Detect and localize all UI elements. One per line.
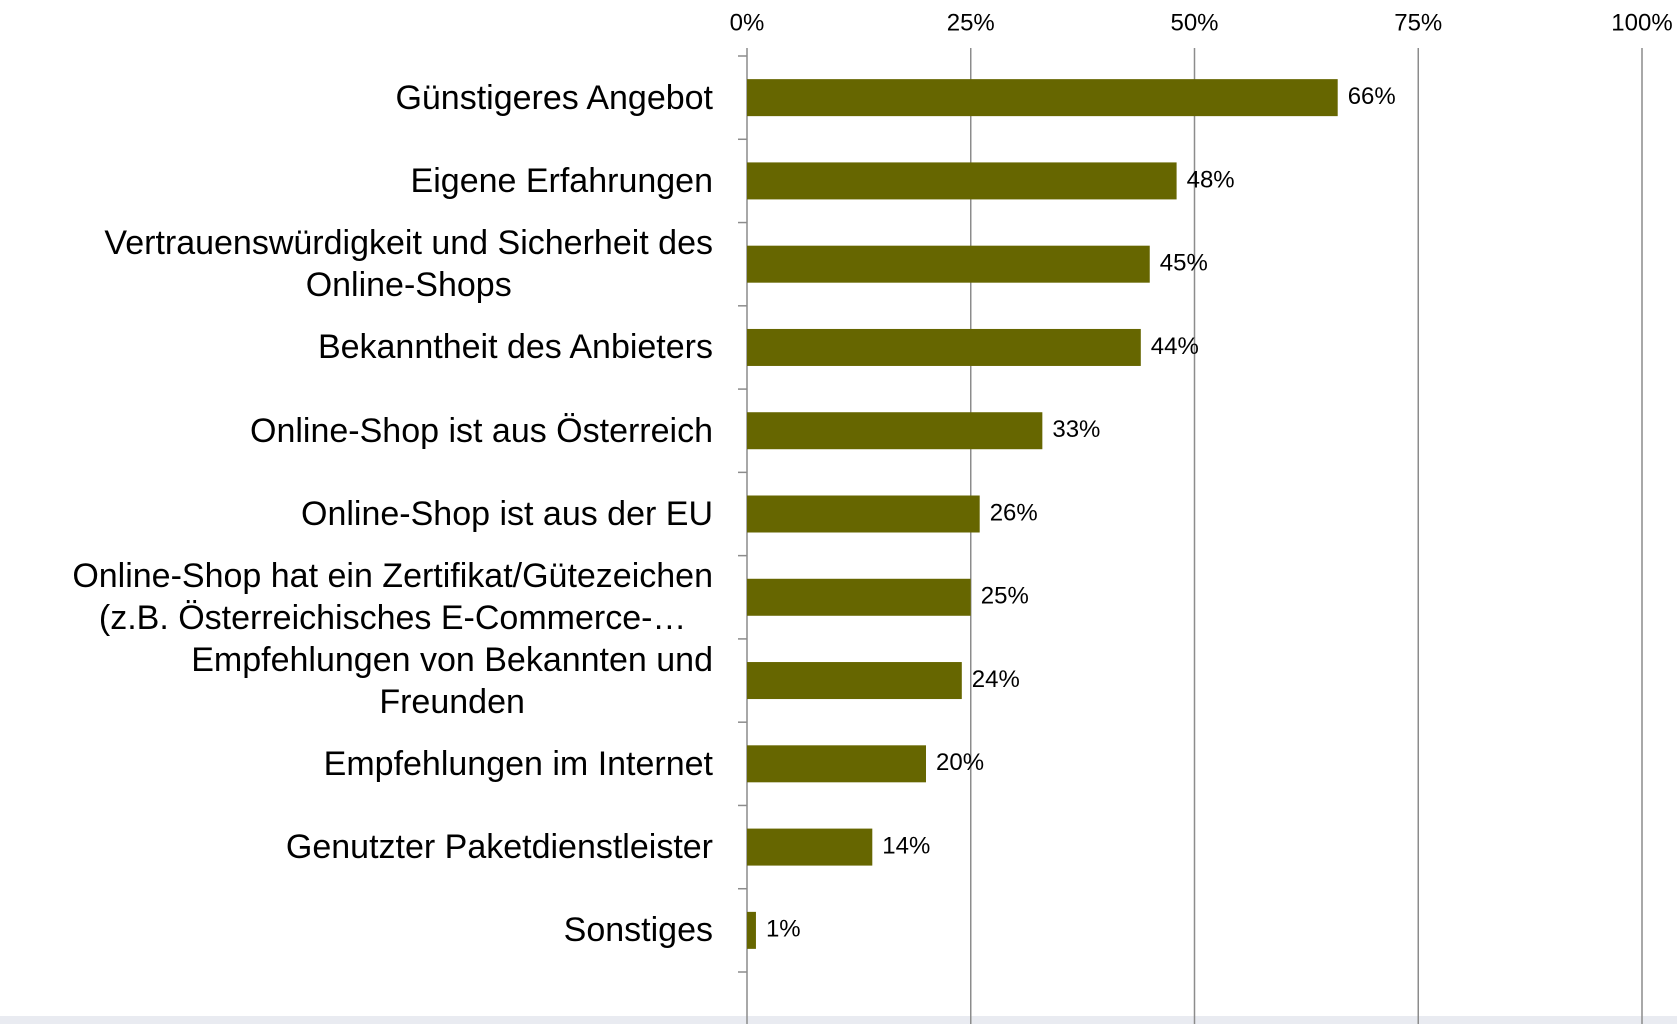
value-label: 33%: [1052, 416, 1100, 443]
x-tick-label: 25%: [947, 9, 995, 36]
bar: [747, 245, 1150, 283]
y-tick-label: Bekanntheit des Anbieters: [317, 328, 713, 367]
value-label: 1%: [766, 916, 801, 943]
y-tick-label: Vertrauenswürdigkeit und Sicherheit des …: [104, 224, 713, 305]
value-label: 45%: [1160, 250, 1208, 277]
category-label-box: Eigene Erfahrungen: [0, 160, 713, 202]
y-tick-label: Günstigeres Angebot: [395, 78, 713, 117]
value-label: 25%: [981, 583, 1029, 610]
category-label-box: Vertrauenswürdigkeit und Sicherheit des …: [0, 222, 713, 306]
y-tick-label: Online-Shop ist aus Österreich: [250, 411, 713, 450]
bar: [747, 79, 1338, 117]
value-label: 44%: [1151, 333, 1199, 360]
y-tick-label: Online-Shop ist aus der EU: [301, 495, 713, 533]
category-label-box: Empfehlungen von Bekannten und Freunden: [0, 639, 713, 723]
y-tick-label: Genutzter Paketdienstleister: [285, 828, 713, 867]
category-label-box: Online-Shop ist aus Österreich: [0, 410, 713, 452]
category-label-box: Empfehlungen im Internet: [0, 743, 713, 785]
y-tick-label: Online-Shop hat ein Zertifikat/Gütezeich…: [72, 557, 713, 638]
value-label: 24%: [972, 666, 1020, 693]
value-label: 14%: [882, 832, 930, 859]
value-label: 20%: [936, 749, 984, 776]
x-tick-label: 0%: [730, 9, 765, 36]
bottom-strip: [0, 1016, 1677, 1024]
category-label-box: Günstigeres Angebot: [0, 77, 713, 119]
bar: [747, 662, 962, 700]
y-tick-label: Empfehlungen von Bekannten und Freunden: [191, 640, 713, 721]
value-label: 66%: [1348, 83, 1396, 110]
y-tick-label: Eigene Erfahrungen: [410, 161, 713, 200]
bar: [747, 828, 873, 866]
bar: [747, 412, 1043, 450]
y-tick-label: Empfehlungen im Internet: [323, 744, 713, 783]
y-tick-label: Sonstiges: [563, 911, 713, 950]
value-label: 48%: [1187, 166, 1235, 193]
category-label-box: Online-Shop hat ein Zertifikat/Gütezeich…: [0, 555, 713, 639]
bar: [747, 578, 971, 616]
x-tick-label: 50%: [1170, 9, 1218, 36]
bar: [747, 745, 926, 783]
category-label-box: Bekanntheit des Anbieters: [0, 326, 713, 368]
x-tick-label: 100%: [1611, 9, 1672, 36]
bar: [747, 162, 1177, 200]
bar: [747, 911, 756, 949]
category-label-box: Genutzter Paketdienstleister: [0, 826, 713, 868]
bar: [747, 328, 1141, 366]
bar: [747, 495, 980, 533]
category-label-box: Sonstiges: [0, 909, 713, 951]
category-label-box: Online-Shop ist aus der EU: [0, 493, 713, 535]
x-tick-label: 75%: [1394, 9, 1442, 36]
value-label: 26%: [990, 499, 1038, 526]
